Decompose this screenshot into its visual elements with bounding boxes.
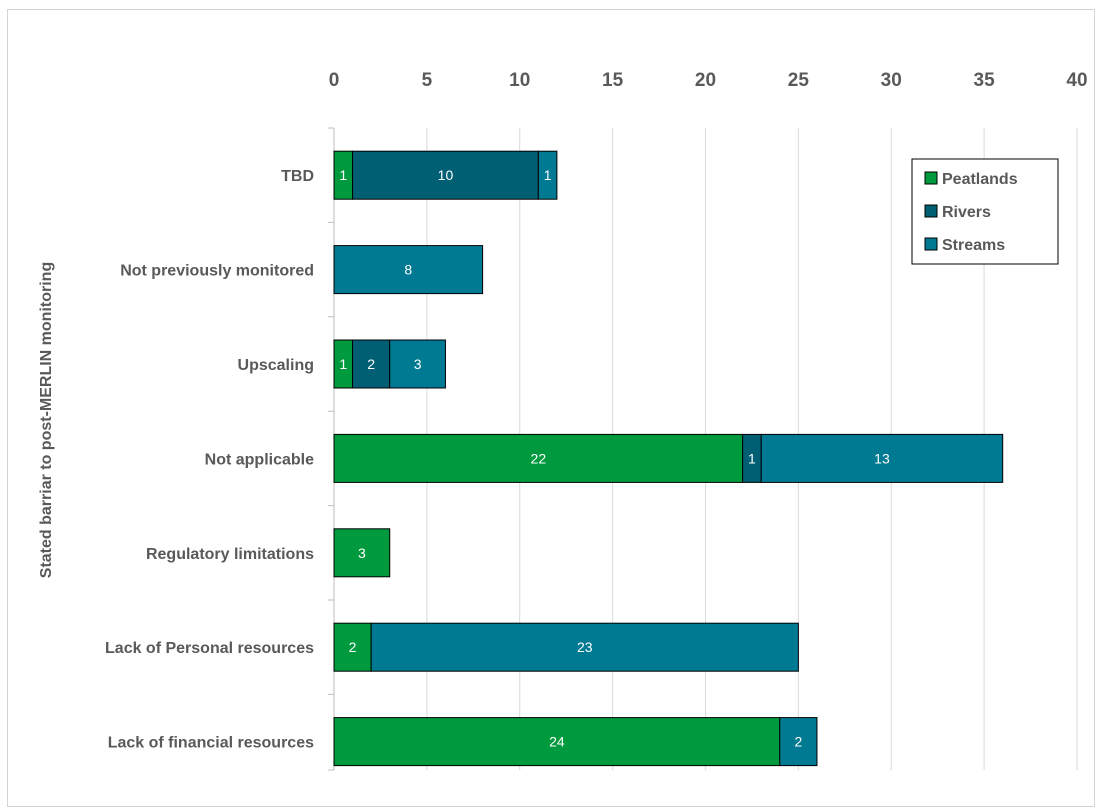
x-tick-label: 0 xyxy=(329,70,340,91)
bar-segment xyxy=(760,433,1004,483)
category-label: Not applicable xyxy=(205,451,314,468)
data-label: 10 xyxy=(438,167,454,183)
data-label: 1 xyxy=(544,167,552,183)
x-tick-label: 15 xyxy=(602,70,624,91)
data-label: 2 xyxy=(367,356,375,372)
category-label: Lack of Personal resources xyxy=(105,640,314,657)
bar-segment xyxy=(333,245,484,295)
data-label: 24 xyxy=(549,734,565,750)
legend-label: Peatlands xyxy=(942,171,1018,188)
category-label: Regulatory limitations xyxy=(146,546,314,563)
legend-swatch xyxy=(924,237,938,251)
data-label: 1 xyxy=(748,450,756,466)
x-tick-label: 25 xyxy=(788,70,810,91)
category-label: TBD xyxy=(281,168,314,185)
x-tick-label: 10 xyxy=(509,70,530,91)
legend-label: Streams xyxy=(942,237,1005,254)
chart-frame xyxy=(7,9,1095,807)
data-label: 22 xyxy=(531,450,547,466)
bar-segment xyxy=(333,433,744,483)
legend-label: Rivers xyxy=(942,204,991,221)
category-label: Lack of financial resources xyxy=(108,735,314,752)
data-label: 2 xyxy=(794,734,802,750)
bar-segment xyxy=(333,622,372,672)
bar-segment xyxy=(352,150,539,200)
data-label: 3 xyxy=(414,356,422,372)
bar-segment xyxy=(352,339,391,389)
bar-segment xyxy=(779,717,818,767)
x-axis-ticks: 0 5 10 15 20 25 30 35 40 xyxy=(329,70,1088,91)
data-label: 1 xyxy=(339,167,347,183)
data-label: 1 xyxy=(339,356,347,372)
bar-segment xyxy=(333,717,781,767)
x-tick-label: 40 xyxy=(1066,70,1087,91)
category-label: Not previously monitored xyxy=(120,263,314,280)
y-axis: TBD Not previously monitored Upscaling Not … xyxy=(105,127,335,771)
x-tick-label: 5 xyxy=(422,70,433,91)
x-tick-label: 30 xyxy=(881,70,902,91)
data-label: 13 xyxy=(874,450,890,466)
data-label: 2 xyxy=(349,639,357,655)
data-label: 8 xyxy=(404,262,412,278)
bar-segment xyxy=(370,622,799,672)
x-tick-label: 35 xyxy=(974,70,996,91)
bar-segment xyxy=(389,339,446,389)
x-tick-label: 20 xyxy=(695,70,716,91)
legend: Peatlands Rivers Streams xyxy=(911,158,1059,265)
legend-swatch xyxy=(924,171,938,185)
legend-swatch xyxy=(924,204,938,218)
category-label: Upscaling xyxy=(238,357,314,374)
y-axis-label: Stated barriar to post-MERLIN monitoring xyxy=(38,262,55,578)
bar-segment xyxy=(537,150,558,200)
data-label: 3 xyxy=(358,545,366,561)
bar-segment xyxy=(333,528,391,578)
data-label: 23 xyxy=(577,639,593,655)
